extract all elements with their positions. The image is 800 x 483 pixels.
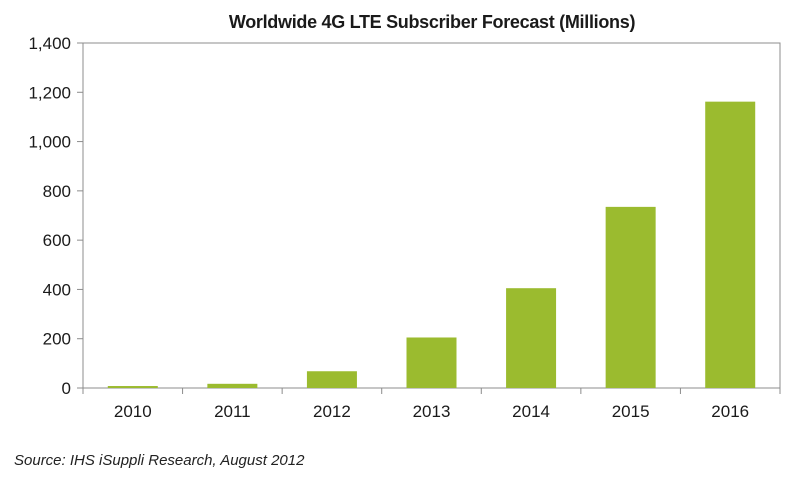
x-tick-label: 2016	[711, 402, 749, 421]
bar-2011	[207, 383, 258, 388]
bar-2012	[306, 371, 357, 388]
bar-2015	[605, 206, 656, 388]
x-tick-label: 2015	[612, 402, 650, 421]
y-tick-label: 600	[43, 231, 71, 250]
x-tick-label: 2010	[114, 402, 152, 421]
bar-2013	[406, 337, 457, 388]
y-tick-label: 400	[43, 280, 71, 299]
y-tick-label: 1,000	[28, 133, 71, 152]
y-tick-label: 1,200	[28, 83, 71, 102]
x-tick-label: 2011	[214, 402, 251, 421]
bars	[107, 101, 756, 389]
plot-frame	[82, 42, 781, 389]
bar-2016	[705, 101, 756, 389]
x-axis: 2010 2011 2012 2013 2014 2015 2016	[82, 388, 781, 421]
plot-area-border	[82, 42, 781, 389]
bar-2010	[107, 386, 158, 388]
y-tick-label: 1,400	[28, 34, 71, 53]
y-axis: 0 200 400 600 800 1,000 1,200 1,400	[28, 34, 83, 398]
y-tick-label: 800	[43, 182, 71, 201]
x-tick-label: 2012	[313, 402, 351, 421]
x-tick-label: 2013	[413, 402, 451, 421]
x-tick-label: 2014	[512, 402, 550, 421]
y-tick-label: 0	[62, 379, 71, 398]
bar-2014	[506, 288, 557, 388]
y-tick-label: 200	[43, 330, 71, 349]
chart-title: Worldwide 4G LTE Subscriber Forecast (Mi…	[228, 12, 636, 32]
source-note: Source: IHS iSuppli Research, August 201…	[14, 452, 305, 469]
